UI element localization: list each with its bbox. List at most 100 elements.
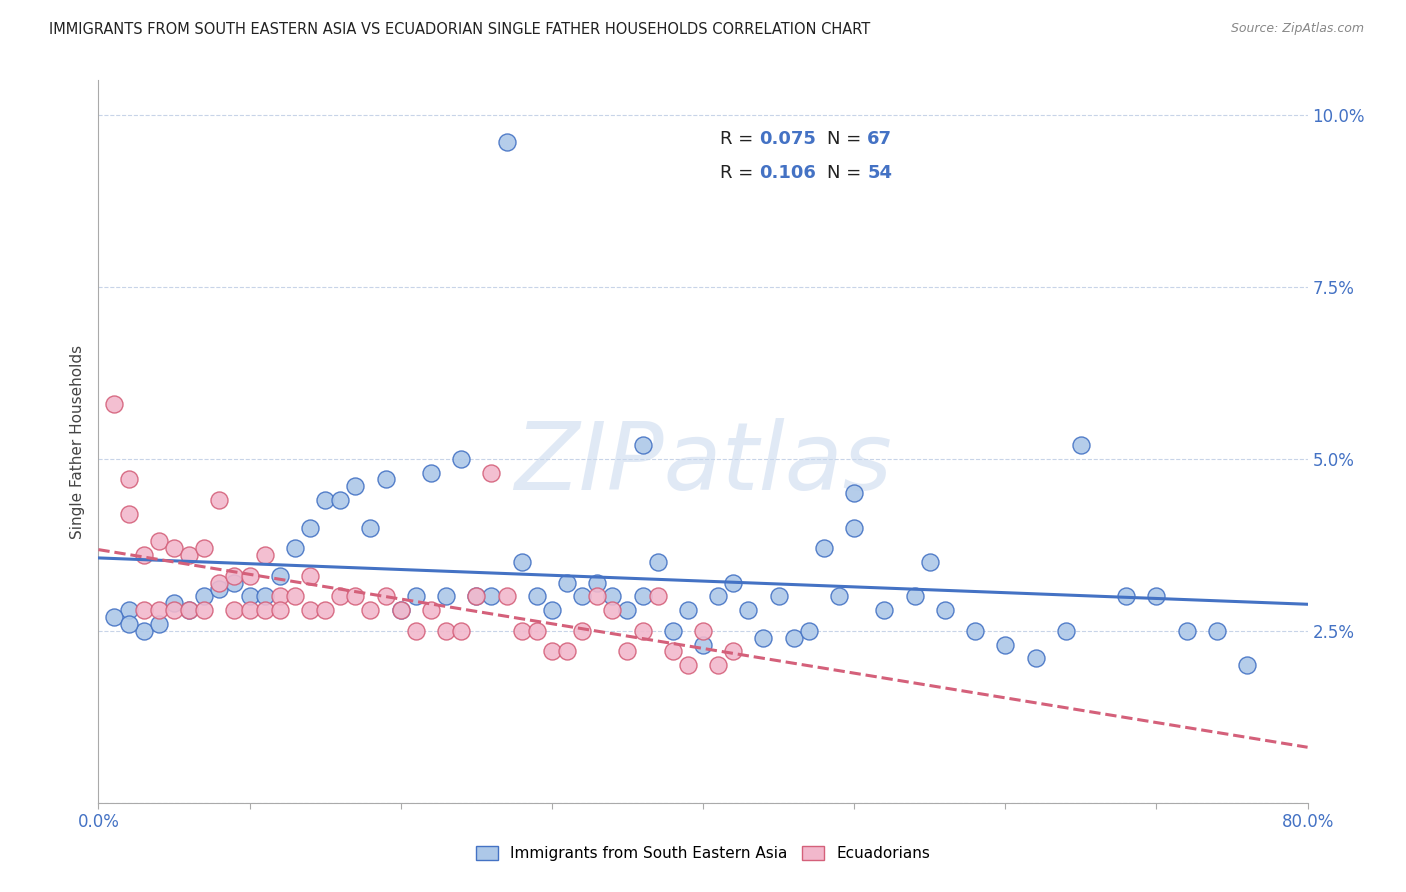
Point	[707, 590, 730, 604]
Point	[676, 658, 699, 673]
Point	[103, 610, 125, 624]
Text: 67: 67	[868, 129, 893, 147]
Point	[586, 590, 609, 604]
Point	[148, 534, 170, 549]
Point	[344, 479, 367, 493]
Text: 54: 54	[868, 164, 893, 182]
Point	[118, 472, 141, 486]
Point	[526, 590, 548, 604]
Point	[163, 596, 186, 610]
Y-axis label: Single Father Households: Single Father Households	[70, 344, 86, 539]
Point	[965, 624, 987, 638]
Point	[540, 603, 562, 617]
Point	[450, 624, 472, 638]
Text: R =: R =	[720, 129, 759, 147]
Point	[844, 520, 866, 534]
Point	[828, 590, 851, 604]
Point	[510, 555, 533, 569]
Point	[1144, 590, 1167, 604]
Legend: Immigrants from South Eastern Asia, Ecuadorians: Immigrants from South Eastern Asia, Ecua…	[470, 839, 936, 867]
Point	[208, 493, 231, 508]
Point	[555, 575, 578, 590]
Point	[631, 590, 654, 604]
Point	[269, 603, 291, 617]
Point	[465, 590, 488, 604]
Point	[239, 603, 262, 617]
Point	[631, 438, 654, 452]
Point	[224, 568, 246, 582]
Point	[1175, 624, 1198, 638]
Point	[602, 590, 624, 604]
Point	[389, 603, 412, 617]
Point	[314, 493, 336, 508]
Point	[571, 624, 593, 638]
Point	[813, 541, 835, 556]
Text: Source: ZipAtlas.com: Source: ZipAtlas.com	[1230, 22, 1364, 36]
Point	[994, 638, 1017, 652]
Point	[661, 624, 683, 638]
Point	[360, 520, 382, 534]
Point	[284, 590, 307, 604]
Point	[450, 451, 472, 466]
Point	[329, 590, 352, 604]
Point	[329, 493, 352, 508]
Point	[844, 486, 866, 500]
Point	[239, 590, 262, 604]
Point	[193, 541, 215, 556]
Point	[179, 548, 201, 562]
Point	[224, 575, 246, 590]
Text: R =: R =	[720, 164, 759, 182]
Point	[481, 590, 503, 604]
Point	[253, 548, 276, 562]
Point	[344, 590, 367, 604]
Point	[148, 603, 170, 617]
Point	[193, 590, 215, 604]
Point	[118, 616, 141, 631]
Point	[253, 603, 276, 617]
Point	[269, 590, 291, 604]
Point	[934, 603, 956, 617]
Point	[555, 644, 578, 658]
Point	[723, 644, 745, 658]
Point	[540, 644, 562, 658]
Point	[737, 603, 759, 617]
Point	[284, 541, 307, 556]
Point	[616, 644, 638, 658]
Point	[752, 631, 775, 645]
Text: 0.106: 0.106	[759, 164, 815, 182]
Point	[193, 603, 215, 617]
Point	[208, 575, 231, 590]
Point	[1054, 624, 1077, 638]
Point	[723, 575, 745, 590]
Point	[526, 624, 548, 638]
Text: ZIPatlas: ZIPatlas	[515, 417, 891, 508]
Point	[676, 603, 699, 617]
Point	[389, 603, 412, 617]
Point	[1070, 438, 1092, 452]
Point	[253, 590, 276, 604]
Point	[420, 603, 443, 617]
Point	[465, 590, 488, 604]
Text: 0.075: 0.075	[759, 129, 815, 147]
Point	[1206, 624, 1229, 638]
Point	[163, 541, 186, 556]
Point	[405, 590, 427, 604]
Point	[239, 568, 262, 582]
Point	[510, 624, 533, 638]
Point	[495, 135, 517, 149]
Point	[661, 644, 683, 658]
Text: N =: N =	[827, 129, 868, 147]
Text: IMMIGRANTS FROM SOUTH EASTERN ASIA VS ECUADORIAN SINGLE FATHER HOUSEHOLDS CORREL: IMMIGRANTS FROM SOUTH EASTERN ASIA VS EC…	[49, 22, 870, 37]
Point	[571, 590, 593, 604]
Text: N =: N =	[827, 164, 868, 182]
Point	[616, 603, 638, 617]
Point	[118, 507, 141, 521]
Point	[118, 603, 141, 617]
Point	[132, 624, 155, 638]
Point	[148, 616, 170, 631]
Point	[299, 568, 322, 582]
Point	[299, 603, 322, 617]
Point	[707, 658, 730, 673]
Point	[103, 397, 125, 411]
Point	[434, 590, 457, 604]
